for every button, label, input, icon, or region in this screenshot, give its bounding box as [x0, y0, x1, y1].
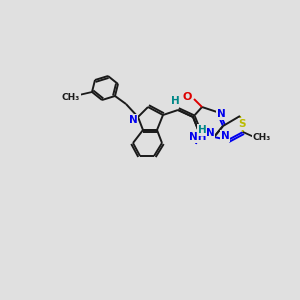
- Text: S: S: [238, 119, 246, 129]
- Text: N: N: [220, 131, 230, 141]
- Text: H: H: [171, 96, 179, 106]
- Text: N: N: [129, 115, 137, 125]
- Text: N: N: [206, 128, 214, 138]
- Text: O: O: [182, 92, 192, 102]
- Text: N: N: [217, 109, 225, 119]
- Text: H: H: [198, 125, 206, 135]
- Text: NH: NH: [189, 132, 207, 142]
- Text: CH₃: CH₃: [62, 92, 80, 101]
- Text: CH₃: CH₃: [253, 133, 271, 142]
